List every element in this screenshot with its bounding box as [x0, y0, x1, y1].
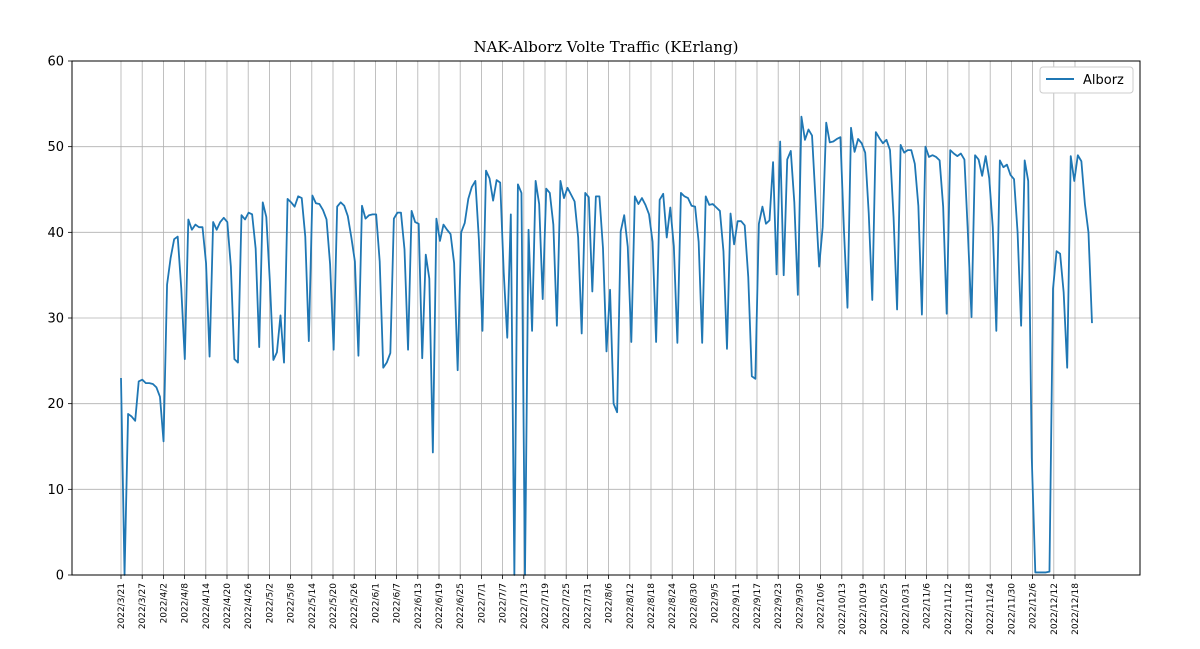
- y-tick-label: 0: [56, 569, 64, 584]
- x-tick-label: 2022/3/21: [117, 583, 127, 629]
- x-tick-label: 2022/12/6: [1029, 583, 1039, 629]
- legend: Alborz: [1039, 66, 1134, 94]
- x-tick-label: 2022/7/31: [583, 583, 593, 629]
- y-tick-label: 10: [47, 483, 64, 498]
- x-tick-label: 2022/9/17: [753, 583, 763, 629]
- legend-box: [1039, 66, 1134, 94]
- x-tick-label: 2022/8/18: [647, 583, 657, 629]
- y-tick-label: 20: [47, 397, 64, 412]
- grid-lines: [72, 60, 1140, 576]
- x-tick-label: 2022/8/6: [605, 583, 615, 624]
- x-tick-label: 2022/7/7: [499, 583, 509, 623]
- x-tick-label: 2022/9/5: [711, 583, 721, 623]
- y-tick-label: 30: [47, 312, 64, 327]
- x-tick-label: 2022/10/25: [880, 583, 890, 635]
- x-tick-label: 2022/6/19: [435, 583, 445, 629]
- x-tick-label: 2022/4/26: [244, 583, 254, 629]
- x-tick-label: 2022/11/30: [1007, 583, 1017, 635]
- x-tick-label: 2022/6/1: [371, 583, 381, 623]
- x-tick-label: 2022/4/2: [159, 583, 169, 623]
- legend-label-alborz: Alborz: [1083, 73, 1124, 88]
- x-tick-label: 2022/7/13: [520, 583, 530, 629]
- x-tick-label: 2022/9/23: [774, 583, 784, 629]
- x-tick-label: 2022/8/12: [626, 583, 636, 629]
- x-tick-label: 2022/12/12: [1050, 583, 1060, 635]
- plot-area-frame: [71, 60, 1141, 576]
- x-axis: 2022/3/21 2022/3/27 2022/4/2 2022/4/8 2022/4…: [117, 575, 1081, 635]
- x-tick-label: 2022/10/19: [859, 583, 869, 635]
- x-tick-label: 2022/10/6: [817, 583, 827, 629]
- y-tick-label: 40: [47, 226, 64, 241]
- x-tick-label: 2022/9/30: [795, 583, 805, 629]
- x-tick-label: 2022/3/27: [138, 583, 148, 629]
- x-tick-label: 2022/10/13: [838, 583, 848, 635]
- x-tick-label: 2022/4/14: [202, 583, 212, 629]
- x-tick-label: 2022/12/18: [1071, 583, 1081, 635]
- y-tick-label: 60: [47, 55, 64, 70]
- x-tick-label: 2022/11/24: [986, 583, 996, 635]
- x-tick-label: 2022/6/7: [393, 583, 403, 623]
- y-axis: 0 10 20 30 40 50 60: [47, 55, 72, 584]
- x-tick-label: 2022/4/20: [223, 583, 233, 629]
- x-tick-label: 2022/5/20: [329, 583, 339, 629]
- x-tick-label: 2022/5/2: [265, 583, 275, 623]
- x-tick-label: 2022/8/24: [668, 583, 678, 629]
- x-tick-label: 2022/11/12: [944, 583, 954, 635]
- x-tick-label: 2022/9/11: [732, 583, 742, 629]
- y-tick-label: 50: [47, 140, 64, 155]
- x-tick-label: 2022/4/8: [181, 583, 191, 624]
- series-layer: [120, 115, 1093, 576]
- x-tick-label: 2022/11/18: [965, 583, 975, 635]
- x-tick-label: 2022/5/26: [350, 583, 360, 629]
- series-line-alborz: [120, 115, 1093, 576]
- x-tick-label: 2022/10/31: [901, 583, 911, 635]
- x-tick-label: 2022/7/1: [477, 583, 487, 623]
- chart-title: NAK-Alborz Volte Traffic (KErlang): [474, 38, 739, 56]
- x-tick-label: 2022/7/25: [562, 583, 572, 629]
- x-tick-label: 2022/11/6: [923, 583, 933, 629]
- x-tick-label: 2022/8/30: [689, 583, 699, 629]
- x-tick-label: 2022/7/19: [541, 583, 551, 629]
- x-tick-label: 2022/6/13: [414, 583, 424, 629]
- x-tick-label: 2022/5/8: [287, 583, 297, 624]
- x-tick-label: 2022/5/14: [308, 583, 318, 629]
- x-tick-label: 2022/6/25: [456, 583, 466, 629]
